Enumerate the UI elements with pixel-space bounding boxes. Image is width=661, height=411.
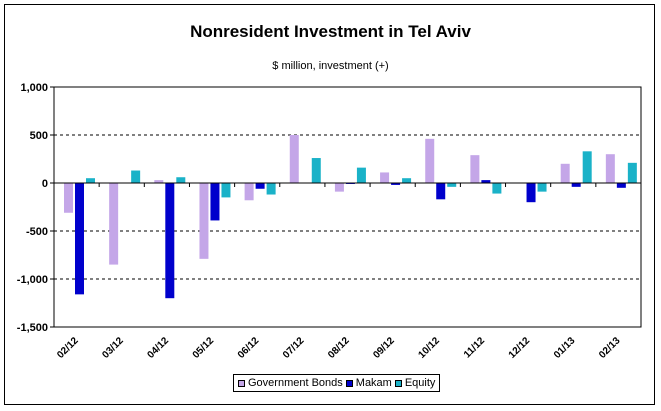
bar-makam bbox=[526, 183, 536, 203]
bar-equity bbox=[131, 170, 141, 183]
bar-equity bbox=[402, 178, 412, 183]
bar-makam bbox=[436, 183, 446, 200]
y-tick-label: -500 bbox=[26, 226, 48, 238]
bar-makam bbox=[255, 183, 265, 189]
x-tick-label: 09/12 bbox=[371, 335, 397, 361]
bar-government-bonds bbox=[380, 172, 390, 183]
x-tick-label: 01/13 bbox=[552, 335, 578, 361]
legend-label-makam: Makam bbox=[355, 377, 392, 389]
y-tick-label: 0 bbox=[42, 178, 48, 190]
x-tick-label: 02/13 bbox=[597, 335, 623, 361]
bar-makam bbox=[481, 180, 491, 183]
bar-makam bbox=[75, 183, 84, 295]
bar-government-bonds bbox=[199, 183, 209, 259]
bar-equity bbox=[492, 183, 502, 194]
chart-title: Nonresident Investment in Tel Aviv bbox=[190, 22, 471, 41]
plot-border bbox=[53, 86, 642, 328]
x-tick-label: 06/12 bbox=[236, 335, 262, 361]
legend-item-makam: Makam bbox=[345, 377, 392, 389]
bar-makam bbox=[616, 183, 626, 188]
x-tick-label: 02/12 bbox=[55, 335, 81, 361]
legend-label-government-bonds: Government Bonds bbox=[248, 377, 343, 389]
bar-government-bonds bbox=[154, 180, 164, 183]
bar-equity bbox=[447, 183, 457, 187]
bar-equity bbox=[86, 178, 95, 183]
x-tick-label: 05/12 bbox=[191, 335, 217, 361]
x-tick-label: 11/12 bbox=[462, 335, 487, 360]
bar-government-bonds bbox=[560, 163, 570, 183]
legend-item-government-bonds: Government Bonds bbox=[238, 377, 343, 389]
bar-equity bbox=[537, 183, 547, 192]
bar-equity bbox=[311, 158, 321, 183]
x-tick-label: 10/12 bbox=[416, 335, 442, 361]
bar-equity bbox=[266, 183, 276, 195]
bar-equity bbox=[356, 167, 366, 183]
x-tick-label: 04/12 bbox=[146, 335, 172, 361]
legend-swatch-makam bbox=[345, 379, 353, 387]
bar-government-bonds bbox=[605, 154, 615, 183]
legend: Government Bonds Makam Equity bbox=[233, 374, 441, 392]
bar-equity bbox=[582, 151, 592, 183]
legend-swatch-equity bbox=[394, 379, 402, 387]
x-tick-label: 12/12 bbox=[507, 335, 533, 361]
bar-government-bonds bbox=[425, 138, 435, 183]
y-tick-label: 1,000 bbox=[20, 82, 48, 94]
y-tick-label: -1,500 bbox=[17, 322, 48, 334]
bar-government-bonds bbox=[334, 183, 344, 192]
bar-makam bbox=[571, 183, 581, 187]
bar-government-bonds bbox=[470, 155, 480, 183]
x-tick-label: 03/12 bbox=[100, 335, 126, 361]
bar-equity bbox=[627, 162, 637, 183]
bar-equity bbox=[176, 177, 186, 183]
bar-government-bonds bbox=[244, 183, 254, 201]
bar-government-bonds bbox=[109, 183, 119, 265]
legend-swatch-government-bonds bbox=[238, 379, 245, 387]
bar-makam bbox=[210, 183, 220, 221]
y-tick-label: 500 bbox=[30, 130, 48, 142]
bar-government-bonds bbox=[64, 183, 73, 213]
bar-equity bbox=[221, 183, 231, 198]
bar-government-bonds bbox=[289, 135, 299, 183]
y-tick-label: -1,000 bbox=[17, 274, 48, 286]
bar-makam bbox=[391, 183, 401, 185]
legend-item-equity: Equity bbox=[394, 377, 436, 389]
legend-label-equity: Equity bbox=[404, 377, 436, 389]
bar-makam bbox=[165, 183, 175, 299]
x-tick-label: 07/12 bbox=[281, 335, 307, 361]
chart-subtitle: $ million, investment (+) bbox=[272, 60, 389, 72]
x-tick-label: 08/12 bbox=[326, 335, 352, 361]
